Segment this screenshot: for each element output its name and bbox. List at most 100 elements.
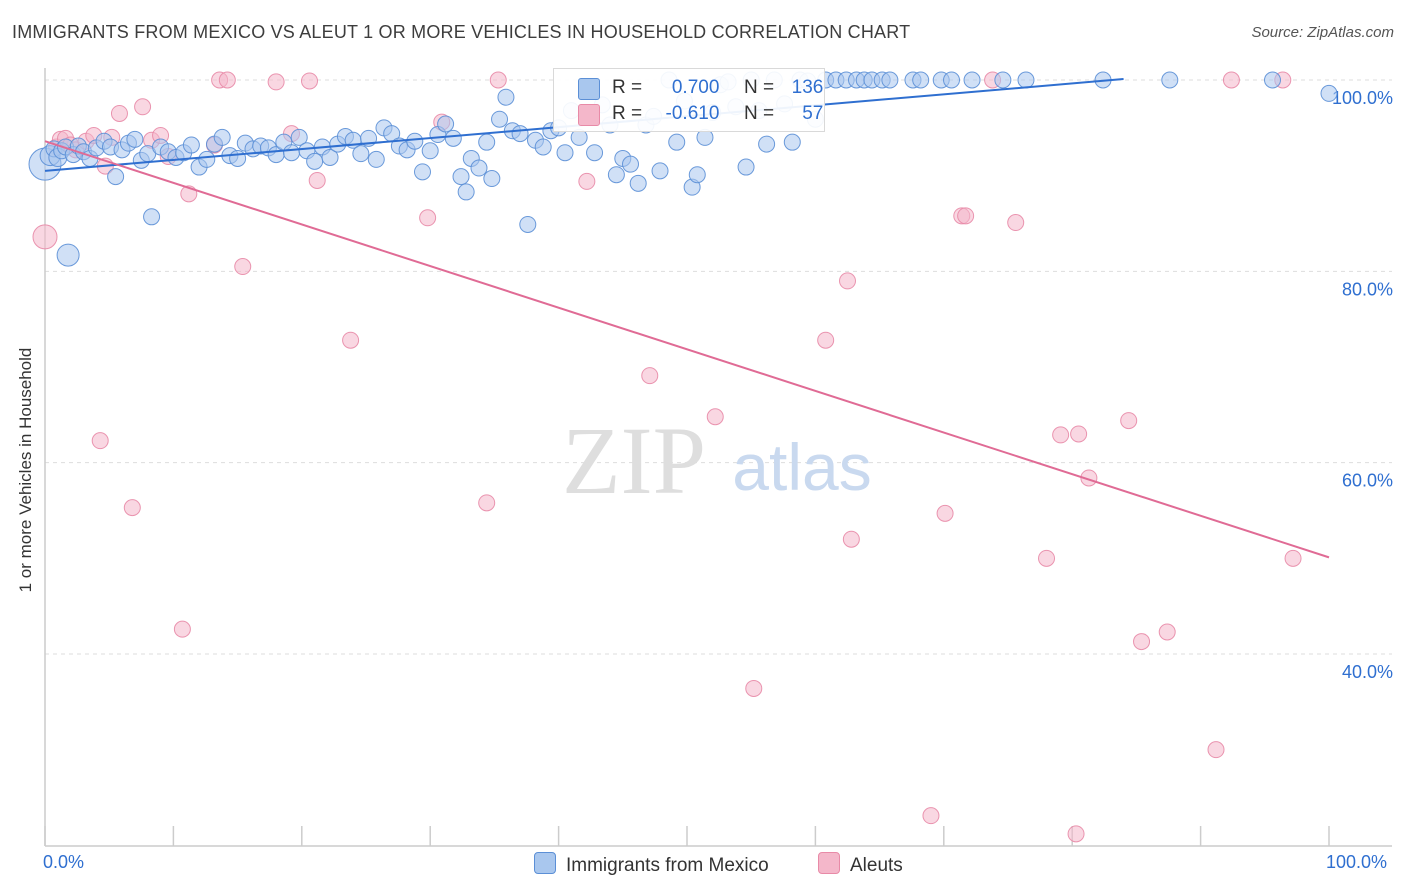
aleut-point <box>1070 425 1088 443</box>
aleut-point <box>218 71 236 89</box>
mexico-point <box>413 163 431 181</box>
legend-r-label: R = <box>612 77 643 98</box>
mexico-point <box>478 133 496 151</box>
legend-n-value-mexico: 136 <box>791 77 824 98</box>
watermark: ZIP atlas <box>562 407 872 514</box>
mexico-point <box>213 128 231 146</box>
y-axis-label: 1 or more Vehicles in Household <box>16 347 35 593</box>
x-tick-label-0: 0.0% <box>43 852 85 872</box>
aleut-point <box>1120 412 1138 430</box>
mexico-point <box>406 132 424 150</box>
mexico-point <box>607 166 625 184</box>
x-tick-label-100: 100.0% <box>1326 852 1388 872</box>
y-tick-label-40: 40.0% <box>1342 662 1393 682</box>
legend-n-value-aleuts: 57 <box>802 103 824 124</box>
aleut-point <box>1038 549 1056 567</box>
legend-swatch-mexico <box>578 78 600 100</box>
mexico-point <box>556 144 574 162</box>
aleut-point <box>489 71 507 89</box>
mexico-point <box>321 148 339 166</box>
mexico-point <box>688 166 706 184</box>
legend-r-value-aleuts: -0.610 <box>665 103 720 124</box>
mexico-point <box>491 110 509 128</box>
chart-title: IMMIGRANTS FROM MEXICO VS ALEUT 1 OR MOR… <box>12 22 911 42</box>
watermark-zip: ZIP <box>562 407 706 514</box>
aleut-point <box>1207 741 1225 759</box>
aleut-point <box>1284 549 1302 567</box>
mexico-point <box>229 149 247 167</box>
mexico-point <box>421 142 439 160</box>
aleut-point <box>936 504 954 522</box>
aleut-point <box>267 73 285 91</box>
aleut-point <box>1067 825 1085 843</box>
aleut-point <box>1052 426 1070 444</box>
aleut-point <box>478 494 496 512</box>
mexico-point <box>283 144 301 162</box>
mexico-point <box>622 155 640 173</box>
y-tick-label-80: 80.0% <box>1342 279 1393 299</box>
mexico-point <box>629 174 647 192</box>
aleut-point <box>419 209 437 227</box>
mexico-point <box>943 71 961 89</box>
mexico-point <box>367 150 385 168</box>
y-tick-label-60: 60.0% <box>1342 471 1393 491</box>
mexico-point <box>881 71 899 89</box>
aleut-point <box>641 367 659 385</box>
aleut-point <box>957 207 975 225</box>
aleut-point <box>308 171 326 189</box>
mexico-point <box>737 158 755 176</box>
source-label: Source: ZipAtlas.com <box>1251 24 1394 41</box>
bottom-legend-aleuts: Aleuts <box>818 852 903 877</box>
aleut-point <box>1158 623 1176 641</box>
mexico-point <box>444 129 462 147</box>
aleut-point <box>134 98 152 116</box>
mexico-point <box>1017 71 1035 89</box>
grid-lines <box>45 79 1392 655</box>
mexico-point <box>306 152 324 170</box>
aleut-point <box>817 331 835 349</box>
mexico-point <box>783 133 801 151</box>
mexico-point <box>198 150 216 168</box>
mexico-point <box>437 115 455 133</box>
mexico-point <box>182 136 200 154</box>
aleut-point <box>1222 71 1240 89</box>
mexico-point <box>1161 71 1179 89</box>
mexico-point <box>352 145 370 163</box>
mexico-point <box>651 162 669 180</box>
bottom-legend-swatch-aleuts <box>818 852 840 874</box>
legend-n-label: N = <box>743 77 775 98</box>
aleut-trend-line <box>44 140 1330 559</box>
mexico-point <box>994 71 1012 89</box>
mexico-point <box>470 159 488 177</box>
mexico-point <box>586 144 604 162</box>
aleut-point <box>922 807 940 825</box>
aleut-point <box>110 104 128 122</box>
aleut-point <box>234 258 252 276</box>
aleut-point <box>32 224 58 250</box>
aleut-point <box>839 272 856 290</box>
mexico-point <box>519 215 537 233</box>
aleut-point <box>123 499 141 517</box>
legend-n-label: N = <box>743 103 775 124</box>
axes <box>44 68 1392 847</box>
bottom-legend-mexico: Immigrants from Mexico <box>534 852 769 877</box>
mexico-point <box>534 138 552 156</box>
aleut-point <box>91 432 109 450</box>
bottom-legend-label-aleuts: Aleuts <box>850 855 903 876</box>
mexico-point <box>1264 71 1282 89</box>
aleut-point <box>842 530 860 548</box>
stats-legend: R = 0.700 N = 136 R = -0.610 N = 57 <box>553 68 825 132</box>
mexico-point <box>457 183 475 201</box>
mexico-point <box>143 208 161 226</box>
mexico-point <box>56 243 80 267</box>
aleut-point <box>578 172 596 190</box>
legend-r-label: R = <box>612 103 643 124</box>
mexico-point <box>126 130 144 148</box>
aleut-point <box>173 620 191 638</box>
bottom-legend-swatch-mexico <box>534 852 556 874</box>
mexico-point <box>511 125 529 143</box>
watermark-atlas: atlas <box>732 430 871 504</box>
mexico-point <box>963 71 981 89</box>
aleut-point <box>706 408 724 426</box>
